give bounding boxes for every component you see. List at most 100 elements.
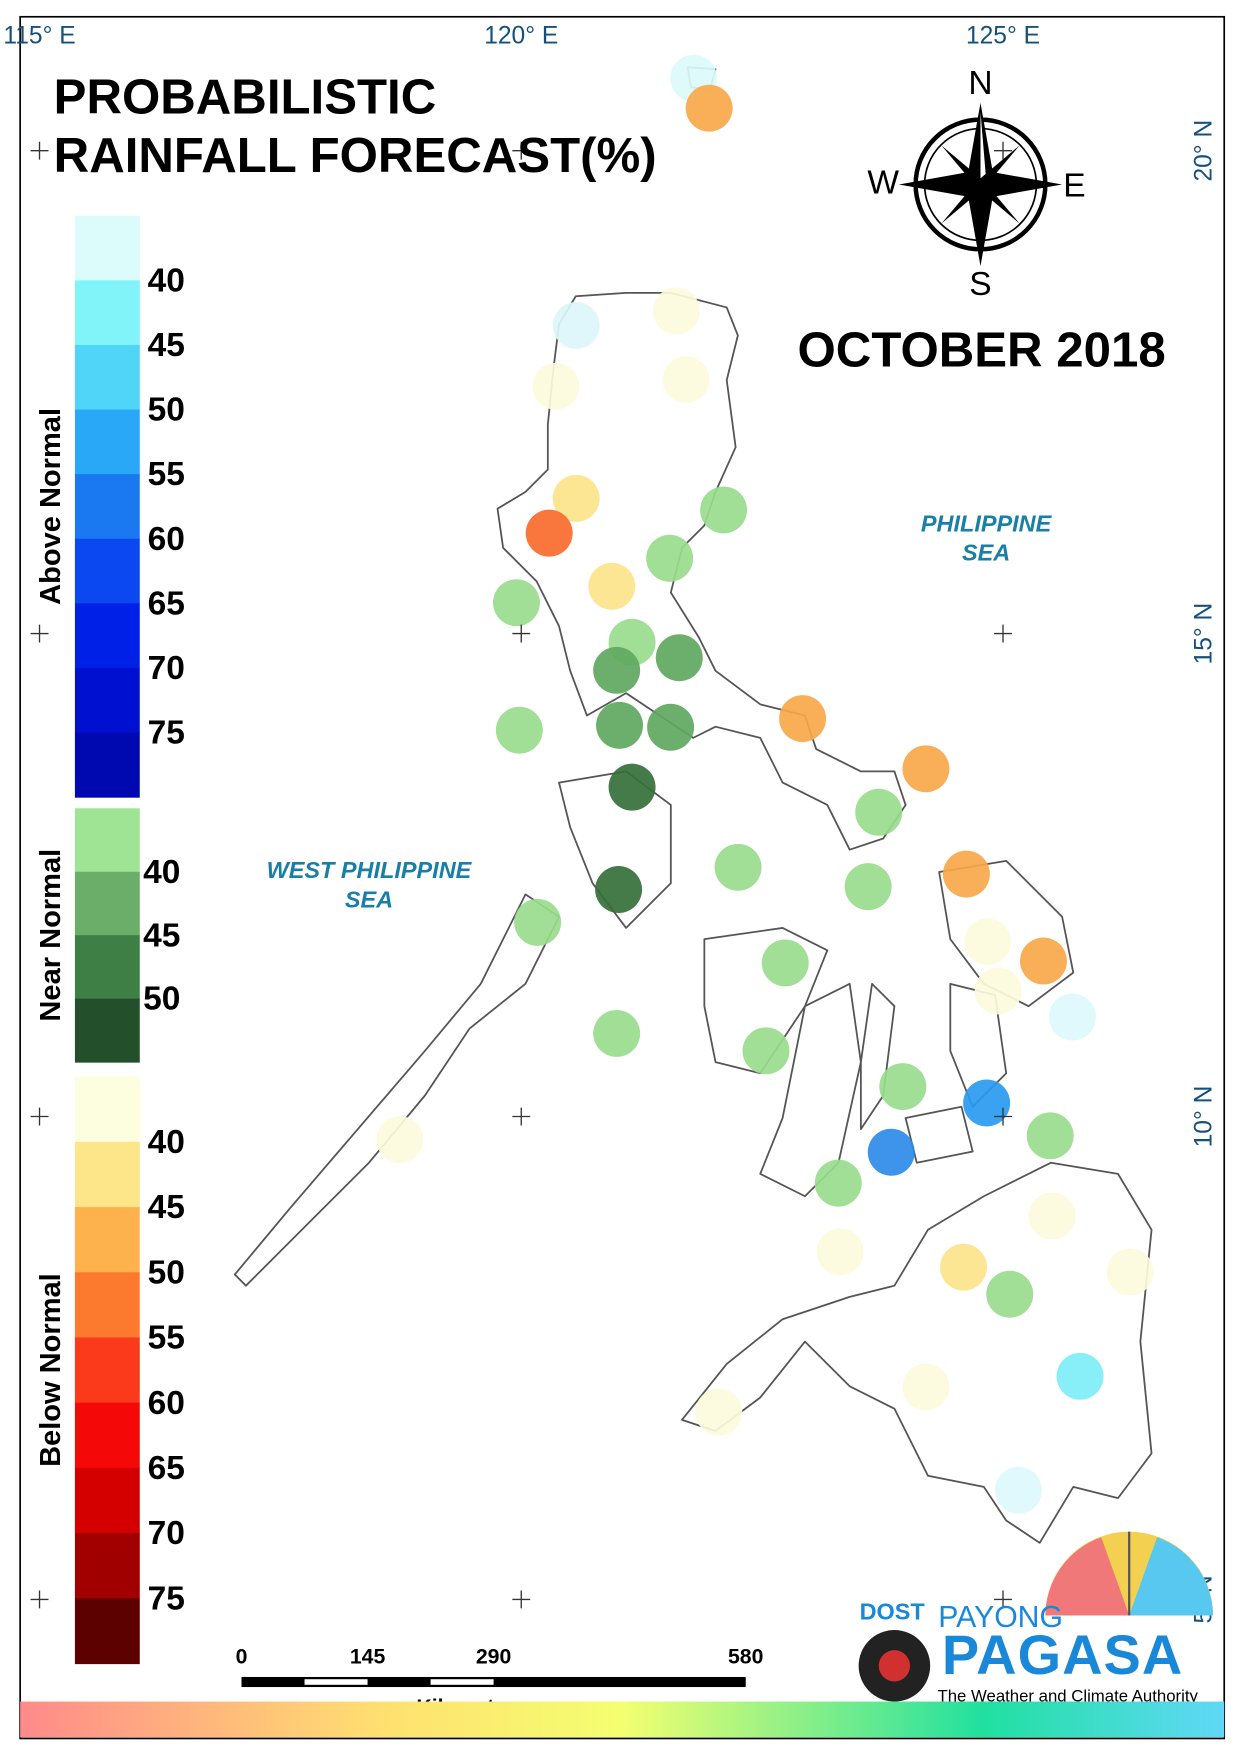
forecast-circle <box>902 1363 950 1411</box>
legend-swatch <box>74 667 140 734</box>
legend-tick: 75 <box>148 1580 185 1617</box>
forecast-circle <box>593 646 641 694</box>
lon-label: 120° E <box>484 22 558 49</box>
legend-swatch <box>74 1272 140 1339</box>
legend-tick: 45 <box>143 917 180 954</box>
scale-tick: 145 <box>350 1645 386 1669</box>
forecast-circle <box>552 474 600 522</box>
scale-tick: 0 <box>236 1645 248 1669</box>
grid-cross <box>512 1107 531 1126</box>
forecast-circle <box>647 703 695 751</box>
legend-group: Below Normal <box>35 1273 67 1467</box>
forecast-circle <box>685 84 733 132</box>
legend-swatch <box>74 998 140 1063</box>
grid-cross <box>30 141 49 160</box>
legend-tick: 65 <box>148 585 185 622</box>
grid-cross <box>30 624 49 643</box>
legend-swatch <box>74 538 140 604</box>
forecast-circle <box>608 763 656 811</box>
legend-swatch <box>74 871 140 936</box>
legend-swatch <box>74 1402 140 1469</box>
legend-tick: 40 <box>148 1124 185 1161</box>
legend-swatch <box>74 935 140 1000</box>
forecast-circle <box>942 850 990 898</box>
forecast-circle <box>1056 1352 1104 1400</box>
legend-swatch <box>74 1598 140 1665</box>
forecast-circle <box>855 788 903 836</box>
sea-label: WEST PHILIPPINE <box>267 857 473 883</box>
forecast-circle <box>902 745 950 793</box>
compass: N S E W <box>867 65 1085 303</box>
forecast-circle <box>816 1228 864 1276</box>
forecast-circle <box>963 1079 1011 1127</box>
forecast-circle <box>646 534 694 582</box>
legend-tick: 50 <box>148 1254 185 1291</box>
lat-label: 20° N <box>1191 120 1218 182</box>
forecast-circle <box>652 287 700 335</box>
logo-line: PAYONG <box>938 1601 1063 1634</box>
period: OCTOBER 2018 <box>798 322 1166 377</box>
forecast-circle <box>1028 1192 1076 1240</box>
scale-bar: 0145290580Kilometers <box>236 1645 764 1719</box>
forecast-circle <box>761 939 809 987</box>
forecast-circle <box>700 486 748 534</box>
grid-cross <box>30 1107 49 1126</box>
logo: DOST PAYONG PAGASA The Weather and Clima… <box>858 1531 1214 1706</box>
lat-label: 10° N <box>1191 1086 1218 1148</box>
legend-swatch <box>74 280 140 346</box>
forecast-circle <box>742 1027 790 1075</box>
scale-bar-segment <box>304 1679 368 1685</box>
forecast-points <box>376 54 1154 1514</box>
forecast-circle <box>492 579 540 627</box>
forecast-circle <box>695 1388 743 1436</box>
legend-tick: 75 <box>148 715 185 752</box>
compass-label: S <box>969 266 991 303</box>
legend-group: Above Normal <box>35 408 67 605</box>
legend-group: Near Normal <box>35 849 67 1022</box>
legend-tick: 60 <box>148 521 185 558</box>
legend-tick: 55 <box>148 1320 185 1357</box>
forecast-circle <box>714 843 762 891</box>
compass-label: W <box>867 164 899 201</box>
logo-agency: DOST <box>860 1598 926 1624</box>
forecast-circle <box>1106 1248 1154 1296</box>
grid-cross <box>994 1107 1012 1126</box>
forecast-circle <box>844 863 892 911</box>
legend-tick: 65 <box>148 1450 185 1487</box>
scale-bar-body <box>241 1676 746 1688</box>
grid-cross <box>512 624 531 643</box>
logo-tagline: The Weather and Climate Authority <box>937 1687 1198 1706</box>
forecast-circle <box>940 1243 987 1291</box>
scale-tick: 290 <box>476 1645 511 1669</box>
logo-line: PAGASA <box>942 1623 1182 1686</box>
grid-cross <box>512 1590 531 1609</box>
scale-bar-segment <box>430 1679 494 1685</box>
legend-swatch <box>74 732 140 798</box>
grid-cross <box>30 1590 49 1609</box>
compass-label: E <box>1063 168 1085 205</box>
grid-cross <box>994 141 1012 160</box>
forecast-circle <box>525 509 573 557</box>
legend-tick: 45 <box>148 327 185 364</box>
forecast-circle <box>1048 993 1096 1041</box>
forecast-circle <box>514 898 562 946</box>
legend-tick: 40 <box>143 854 180 891</box>
legend-swatch <box>74 1141 140 1208</box>
forecast-circle <box>552 302 600 349</box>
forecast-circle <box>994 1466 1042 1514</box>
forecast-circle <box>986 1270 1034 1318</box>
lon-label: 125° E <box>966 22 1040 49</box>
compass-label: N <box>968 65 992 102</box>
legend-swatch <box>74 344 140 411</box>
forecast-circle <box>879 1063 927 1111</box>
legend-tick: 50 <box>143 981 180 1018</box>
forecast-circle <box>376 1116 424 1164</box>
forecast-circle <box>1019 937 1067 985</box>
grid-cross <box>994 1590 1012 1609</box>
forecast-circle <box>655 634 703 682</box>
legend-swatch <box>74 1076 140 1143</box>
sea-label: SEA <box>962 540 1010 566</box>
forecast-circle <box>814 1159 862 1207</box>
